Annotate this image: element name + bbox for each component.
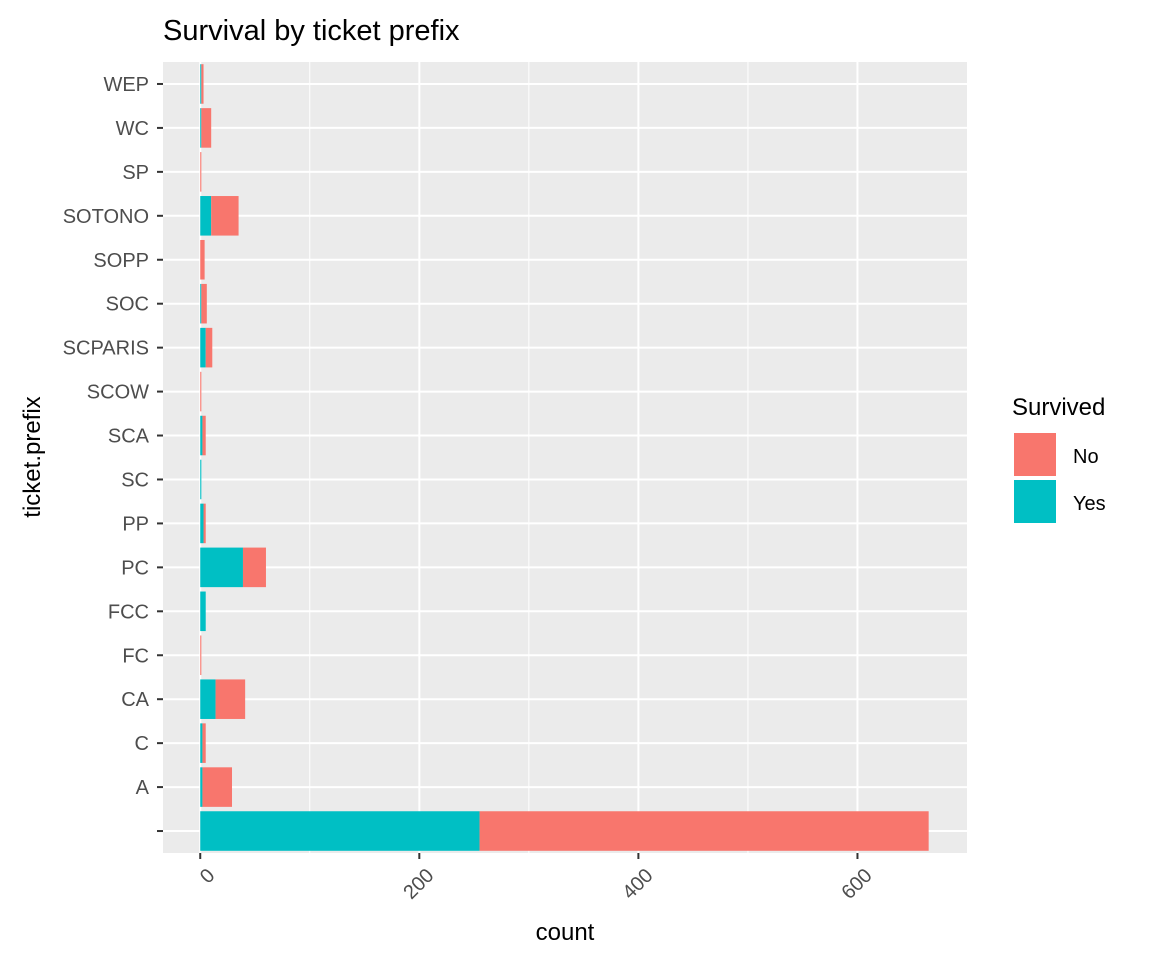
bar-no (200, 152, 202, 192)
y-tick-label: FC (122, 645, 149, 667)
grid-lines (163, 62, 967, 853)
bar-no (205, 327, 213, 368)
x-tick-label: 400 (618, 865, 657, 904)
legend-label-yes: Yes (1073, 493, 1106, 515)
x-tick-label: 600 (837, 865, 876, 904)
y-tick-label: FCC (108, 601, 149, 623)
bar-no (202, 415, 206, 456)
legend-key-no (1014, 433, 1056, 476)
bar-no (203, 503, 206, 544)
legend-key-yes (1014, 480, 1056, 523)
x-axis-title: count (536, 919, 595, 946)
bar-no (202, 723, 206, 763)
y-tick-label: SCPARIS (63, 338, 149, 360)
bar-yes (200, 547, 243, 588)
y-tick-label: C (135, 733, 149, 755)
legend-items: No Yes (1014, 433, 1106, 523)
chart-title: Survival by ticket prefix (163, 15, 460, 47)
y-tick-label: SCOW (87, 382, 149, 404)
bar-yes (200, 503, 204, 544)
bar-no (215, 679, 246, 719)
y-tick-label: SP (122, 162, 149, 184)
y-tick-label: A (136, 777, 150, 799)
bar-no (211, 196, 239, 236)
x-tick-label: 0 (196, 865, 219, 888)
legend: Survived No Yes (1012, 394, 1106, 523)
bar-yes (200, 283, 202, 324)
bar-yes (200, 811, 480, 851)
bar-yes (200, 591, 206, 632)
bar-yes (200, 723, 203, 763)
bar-no (200, 371, 202, 412)
bar-no (201, 283, 207, 324)
y-tick-label: PP (122, 513, 149, 535)
bar-no (479, 811, 929, 851)
bar-yes (200, 196, 212, 236)
y-tick-label: SOTONO (63, 206, 149, 228)
legend-label-no: No (1073, 446, 1099, 468)
bar-no (200, 635, 202, 676)
bar-no (202, 767, 233, 807)
bar-yes (200, 415, 203, 456)
bar-no (201, 108, 212, 148)
bar-yes (200, 327, 206, 368)
y-axis: AC CA FC FCC PC PP SC SCA SCOW SCPARIS SOC SOPP SOTO… (63, 74, 163, 833)
y-axis-title: ticket.prefix (19, 396, 46, 517)
bar-yes (200, 459, 202, 500)
y-tick-label: SCA (108, 426, 150, 448)
x-tick-label: 200 (399, 865, 438, 904)
y-tick-label: SOPP (93, 250, 149, 272)
y-tick-label: SOC (106, 294, 149, 316)
bar-yes (200, 679, 216, 719)
y-tick-label: WC (116, 118, 149, 140)
bar-no (242, 547, 266, 588)
x-axis: 0 200 400 600 (196, 853, 877, 904)
plot-panel (163, 62, 967, 853)
y-tick-label: CA (121, 689, 149, 711)
bar-no (201, 64, 204, 104)
legend-title: Survived (1012, 394, 1105, 421)
bars (200, 64, 929, 851)
y-tick-label: PC (121, 557, 149, 579)
bar-yes (200, 64, 202, 104)
bar-yes (200, 767, 203, 807)
y-tick-label: WEP (103, 74, 149, 96)
bar-yes (200, 108, 202, 148)
y-tick-label: SC (121, 469, 149, 491)
bar-no (200, 239, 205, 280)
